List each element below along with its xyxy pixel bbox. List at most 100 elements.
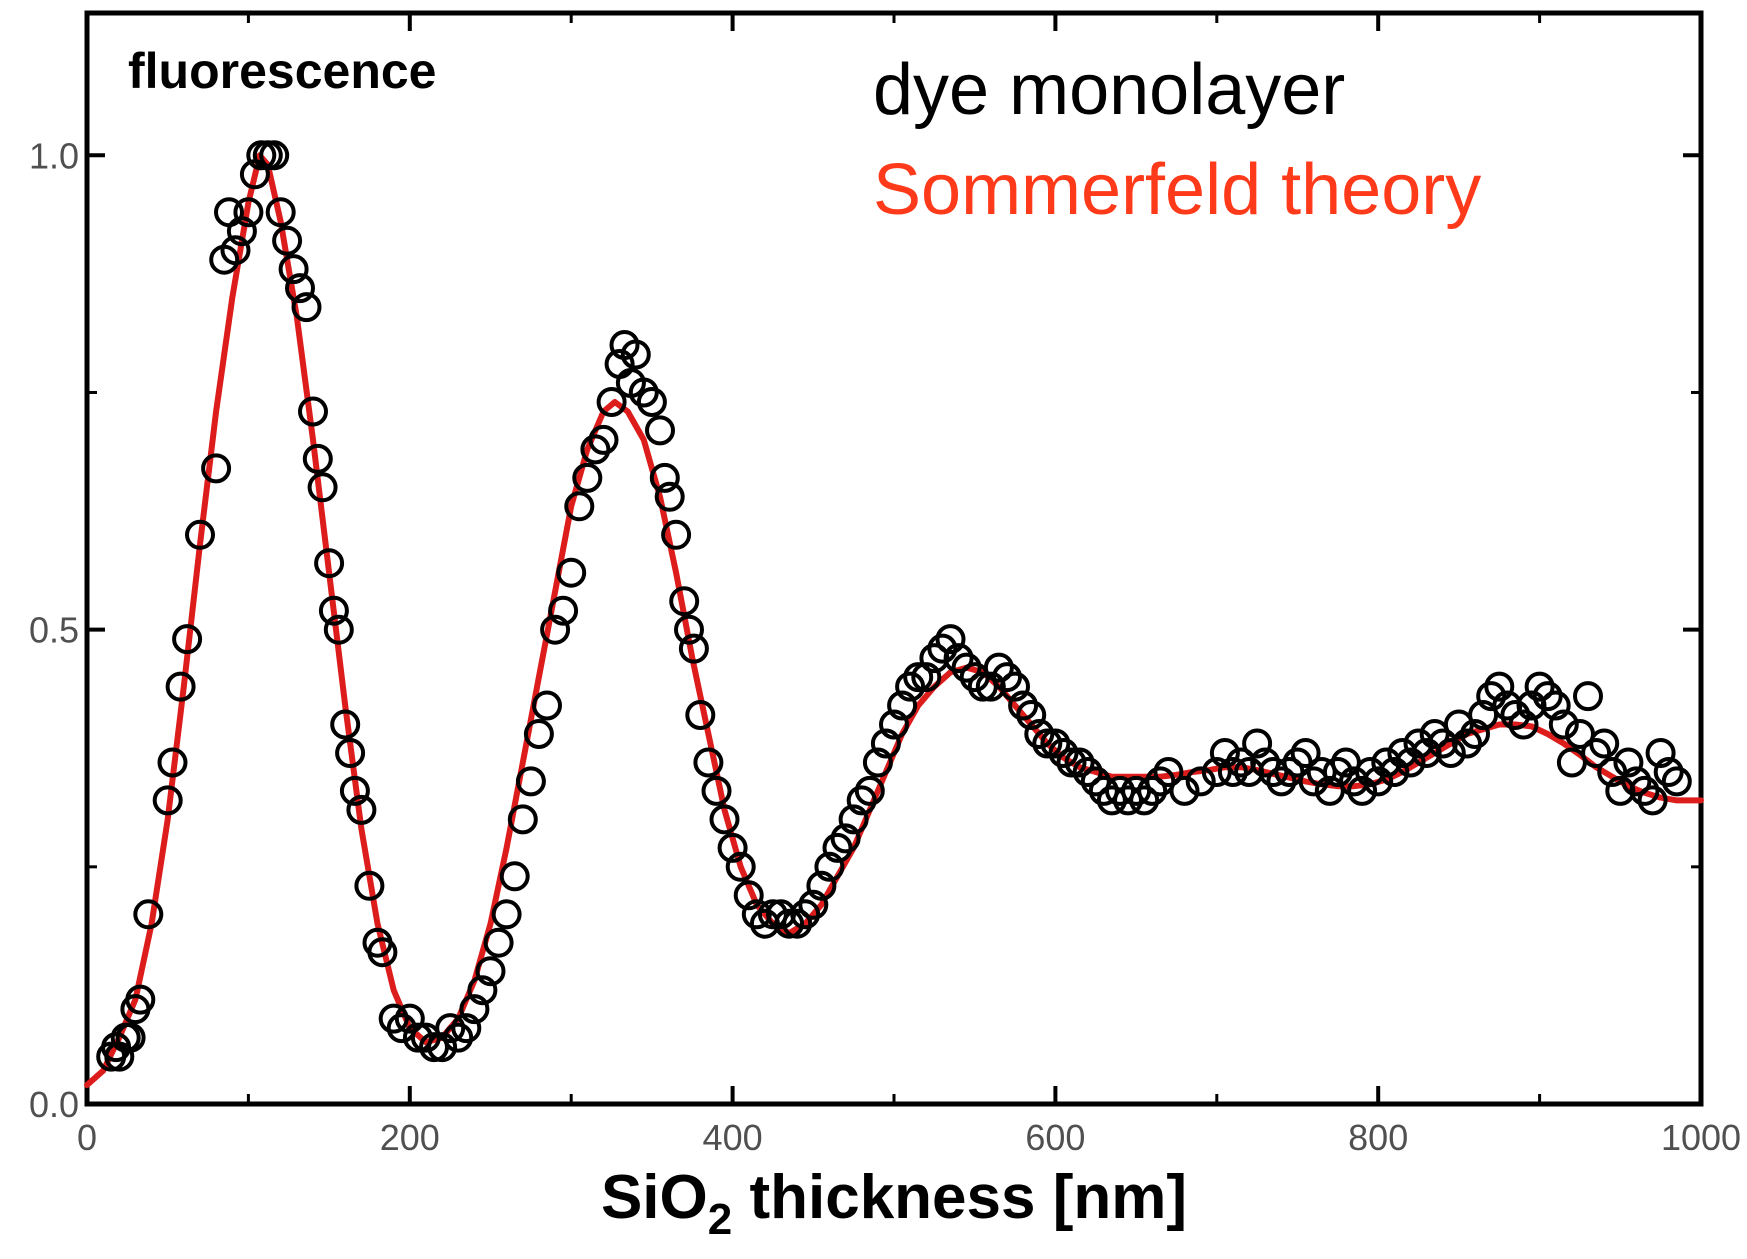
data-point	[1435, 738, 1466, 768]
data-point	[1476, 681, 1507, 712]
data-point	[1452, 728, 1482, 759]
x-tick-label: 0	[77, 1117, 97, 1158]
data-point	[862, 747, 893, 778]
data-point	[790, 899, 821, 930]
data-point	[1290, 738, 1321, 768]
data-point	[903, 662, 934, 693]
data-point	[1379, 757, 1410, 787]
data-point	[285, 273, 315, 304]
data-point	[983, 652, 1014, 683]
data-point	[596, 387, 627, 417]
data-point	[1056, 747, 1087, 778]
data-point	[887, 690, 918, 721]
data-point	[1589, 728, 1620, 759]
data-point	[1016, 700, 1047, 730]
x-axis-label-pre: SiO	[601, 1163, 708, 1232]
data-point	[1629, 775, 1660, 806]
data-point	[272, 225, 303, 256]
x-axis-label-sub: 2	[708, 1195, 732, 1244]
data-point	[1653, 757, 1684, 787]
data-point	[307, 472, 338, 503]
x-tick-label: 600	[1025, 1117, 1085, 1158]
data-point	[233, 197, 264, 228]
data-point	[580, 434, 611, 465]
x-axis-label: SiO2 thickness [nm]	[601, 1163, 1187, 1244]
data-point	[870, 728, 901, 759]
data-point	[1645, 738, 1676, 768]
x-tick-label: 400	[703, 1117, 763, 1158]
data-point	[1040, 728, 1071, 759]
data-point	[645, 415, 675, 446]
legend-entry-sommerfeld-theory: Sommerfeld theory	[873, 150, 1481, 230]
data-point	[1395, 747, 1426, 778]
data-point	[1532, 681, 1563, 712]
data-point	[427, 1032, 458, 1063]
data-point	[854, 775, 885, 806]
data-point	[394, 1003, 425, 1034]
data-point	[1266, 766, 1297, 797]
data-point	[879, 709, 909, 740]
data-point	[1024, 719, 1055, 749]
data-point	[798, 889, 829, 920]
data-point	[483, 927, 514, 958]
data-point	[927, 633, 958, 664]
data-point	[532, 690, 562, 721]
data-point	[1484, 671, 1515, 702]
data-point	[1524, 671, 1555, 702]
data-point	[911, 662, 942, 693]
data-point	[330, 709, 361, 740]
data-point	[467, 975, 498, 1006]
data-point	[278, 254, 309, 285]
data-point	[1540, 690, 1571, 721]
data-point	[774, 908, 805, 939]
data-point	[733, 880, 764, 911]
data-point	[1008, 690, 1039, 721]
data-point	[572, 462, 603, 493]
data-point	[172, 624, 203, 655]
data-point	[564, 491, 595, 522]
data-point	[201, 453, 232, 484]
data-point	[499, 861, 530, 892]
data-point	[693, 747, 724, 778]
data-point	[220, 235, 251, 266]
data-point	[1460, 719, 1490, 749]
data-point	[1548, 709, 1579, 740]
scatter-points-layer	[96, 140, 1692, 1072]
data-point	[1508, 709, 1539, 740]
data-point	[265, 197, 296, 228]
data-point	[1072, 757, 1103, 787]
data-point	[1169, 775, 1200, 806]
data-point	[838, 804, 869, 835]
data-point	[1621, 766, 1652, 797]
data-point	[1613, 747, 1644, 778]
x-tick-label: 200	[380, 1117, 440, 1158]
data-point	[620, 339, 651, 370]
data-point	[782, 908, 813, 939]
data-point	[548, 595, 579, 626]
data-point	[935, 624, 966, 655]
y-tick-label: 0.5	[29, 610, 79, 651]
x-tick-label: 1000	[1661, 1117, 1741, 1158]
data-point	[1129, 785, 1160, 816]
data-point	[157, 747, 188, 778]
data-point	[814, 851, 845, 882]
data-point	[654, 481, 685, 512]
data-point	[152, 785, 183, 816]
data-point	[669, 586, 700, 617]
data-point	[335, 738, 366, 768]
data-point	[318, 595, 349, 626]
data-point	[451, 1013, 482, 1044]
plot-frame	[84, 10, 1704, 1107]
data-point	[367, 937, 398, 968]
data-point	[115, 1022, 146, 1053]
data-point	[830, 823, 861, 854]
data-point	[459, 994, 490, 1025]
data-point	[1242, 728, 1273, 759]
data-point	[649, 462, 680, 493]
y-axis-label: fluorescence	[128, 43, 436, 99]
data-point	[822, 832, 853, 863]
data-point	[1217, 757, 1248, 787]
data-point	[515, 766, 546, 797]
data-point	[846, 785, 877, 816]
data-point	[1137, 775, 1168, 806]
